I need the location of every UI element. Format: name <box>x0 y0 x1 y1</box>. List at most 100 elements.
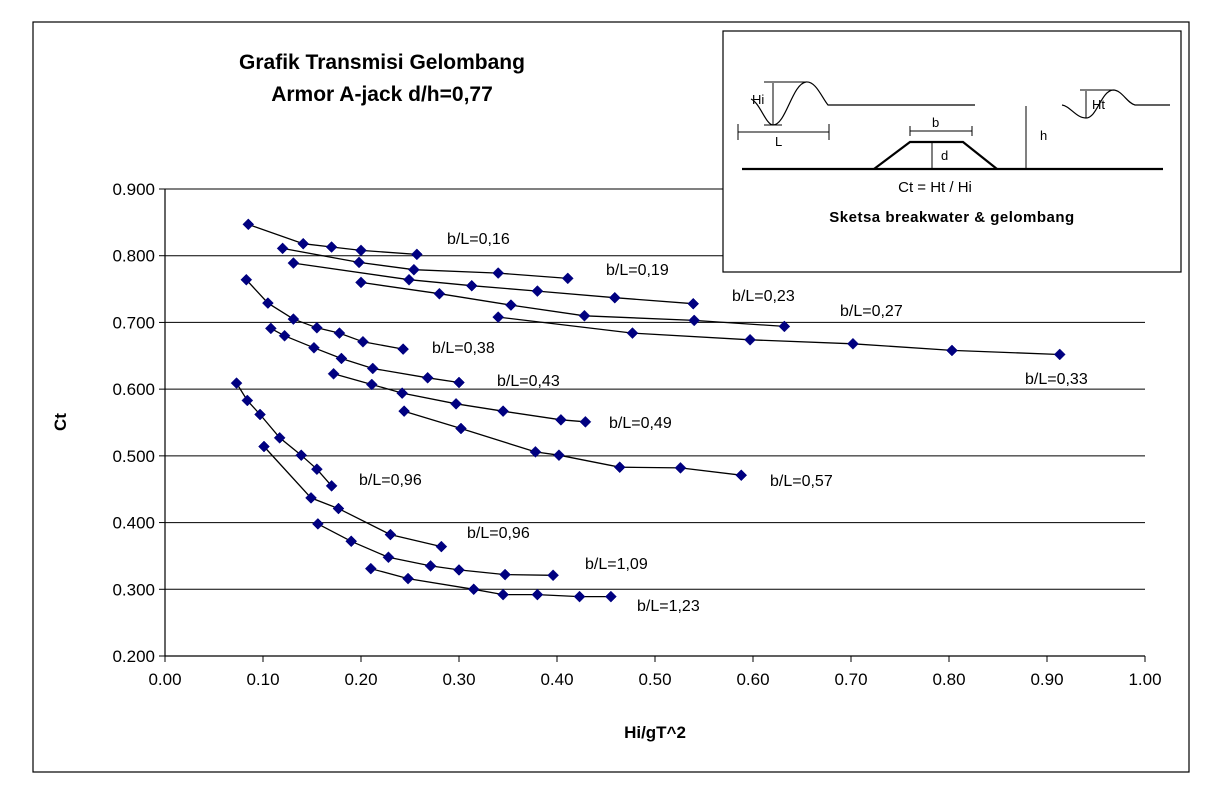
point-2-5 <box>687 297 700 310</box>
point-9-6 <box>325 480 338 492</box>
series-7 <box>327 367 592 428</box>
x-tick-label-8: 0.80 <box>932 670 965 689</box>
series-label-6: b/L=0,43 <box>497 373 560 390</box>
y-tick-label-6: 0.800 <box>112 247 155 266</box>
point-5-5 <box>357 335 369 348</box>
series-label-9: b/L=0,96 <box>359 472 422 489</box>
point-5-3 <box>311 321 323 334</box>
series-label-12: b/L=1,23 <box>637 598 700 615</box>
inset-label-hi: Hi <box>752 92 764 107</box>
point-8-4 <box>613 461 626 474</box>
point-11-6 <box>547 569 559 582</box>
point-1-0 <box>276 242 289 255</box>
point-10-2 <box>332 502 345 515</box>
point-0-1 <box>297 237 310 250</box>
y-tick-label-3: 0.500 <box>112 447 155 466</box>
series-label-10: b/L=0,96 <box>467 525 530 542</box>
point-0-3 <box>355 244 367 257</box>
point-2-1 <box>403 273 415 286</box>
series-10 <box>258 440 448 553</box>
y-axis-label: Ct <box>51 413 70 431</box>
series-12 <box>364 562 617 603</box>
point-8-0 <box>398 405 410 418</box>
series-label-8: b/L=0,57 <box>770 473 833 490</box>
breakwater-shape <box>873 140 998 170</box>
point-5-4 <box>333 327 346 339</box>
inset-sketch: Hi Ht L b d h Ct = Ht / <box>722 30 1182 273</box>
point-1-4 <box>561 272 574 285</box>
series-1 <box>276 242 574 285</box>
y-tick-label-2: 0.400 <box>112 514 155 533</box>
point-7-2 <box>396 387 409 399</box>
chart-subtitle: Armor A-jack d/h=0,77 <box>271 83 493 106</box>
point-6-5 <box>421 371 434 384</box>
point-11-3 <box>424 560 437 572</box>
point-2-0 <box>287 257 300 269</box>
point-6-1 <box>278 329 291 342</box>
series-label-4: b/L=0,33 <box>1025 371 1088 388</box>
inset-label-d: d <box>941 148 948 163</box>
point-10-4 <box>435 540 448 553</box>
point-5-2 <box>287 313 300 325</box>
point-9-4 <box>295 449 308 462</box>
inset-label-b: b <box>932 115 939 130</box>
x-tick-label-0: 0.00 <box>148 670 181 689</box>
transmitted-wave <box>1061 89 1170 119</box>
point-3-4 <box>688 314 701 327</box>
point-8-5 <box>674 462 687 474</box>
point-6-3 <box>335 352 348 365</box>
x-tick-label-1: 0.10 <box>246 670 279 689</box>
series-8 <box>398 405 748 482</box>
series-label-0: b/L=0,16 <box>447 231 510 248</box>
point-12-5 <box>573 590 586 603</box>
point-5-1 <box>262 297 274 309</box>
series-label-7: b/L=0,49 <box>609 415 672 432</box>
x-tick-label-4: 0.40 <box>540 670 573 689</box>
point-6-2 <box>308 341 320 354</box>
point-1-1 <box>353 256 365 269</box>
series-4 <box>492 311 1066 361</box>
chart-title: Grafik Transmisi Gelombang <box>239 51 525 74</box>
x-tick-label-7: 0.70 <box>834 670 867 689</box>
point-9-0 <box>230 377 243 389</box>
point-11-4 <box>453 564 465 576</box>
point-4-4 <box>946 344 958 357</box>
point-8-3 <box>553 449 565 462</box>
point-1-2 <box>408 263 420 276</box>
x-tick-label-2: 0.20 <box>344 670 377 689</box>
point-12-0 <box>364 562 377 575</box>
point-9-1 <box>241 394 254 407</box>
series-11 <box>312 518 559 582</box>
inset-title: Sketsa breakwater & gelombang <box>829 209 1074 226</box>
point-12-4 <box>531 588 544 601</box>
y-tick-label-7: 0.900 <box>112 180 155 199</box>
point-6-4 <box>366 362 379 375</box>
point-2-3 <box>531 285 544 297</box>
inset-label-l: L <box>775 134 782 149</box>
point-5-6 <box>397 343 409 355</box>
series-2 <box>287 257 700 310</box>
point-11-1 <box>345 535 358 548</box>
series-3 <box>355 276 791 333</box>
point-3-2 <box>505 299 517 311</box>
y-tick-label-1: 0.300 <box>112 580 155 599</box>
y-tick-label-4: 0.600 <box>112 380 155 399</box>
point-0-4 <box>411 248 423 261</box>
point-4-1 <box>626 327 639 339</box>
point-3-5 <box>778 320 791 333</box>
inset-label-h: h <box>1040 128 1047 143</box>
x-tick-label-10: 1.00 <box>1128 670 1161 689</box>
x-tick-label-6: 0.60 <box>736 670 769 689</box>
tick-layer: 0.2000.3000.4000.5000.6000.7000.8000.900… <box>112 180 1161 689</box>
series-label-2: b/L=0,23 <box>732 288 795 305</box>
point-8-6 <box>735 469 748 482</box>
point-6-0 <box>264 322 277 335</box>
x-tick-label-9: 0.90 <box>1030 670 1063 689</box>
point-11-0 <box>312 518 324 530</box>
point-1-3 <box>492 267 505 279</box>
point-12-3 <box>497 588 509 601</box>
y-tick-label-0: 0.200 <box>112 647 155 666</box>
inset-formula: Ct = Ht / Hi <box>898 179 972 196</box>
point-0-0 <box>242 218 255 231</box>
